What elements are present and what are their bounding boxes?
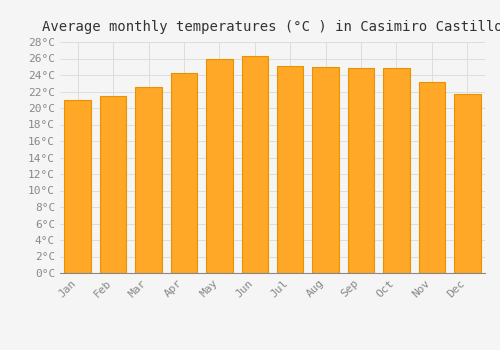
Bar xyxy=(277,66,303,273)
Bar xyxy=(383,68,409,273)
Bar xyxy=(418,82,445,273)
Title: Average monthly temperatures (°C ) in Casimiro Castillo: Average monthly temperatures (°C ) in Ca… xyxy=(42,20,500,34)
Bar xyxy=(64,100,91,273)
Bar xyxy=(454,94,480,273)
Bar xyxy=(348,68,374,273)
Bar xyxy=(312,67,339,273)
Bar xyxy=(100,96,126,273)
Bar xyxy=(170,72,197,273)
Bar xyxy=(206,60,233,273)
Bar xyxy=(242,56,268,273)
Bar xyxy=(136,88,162,273)
